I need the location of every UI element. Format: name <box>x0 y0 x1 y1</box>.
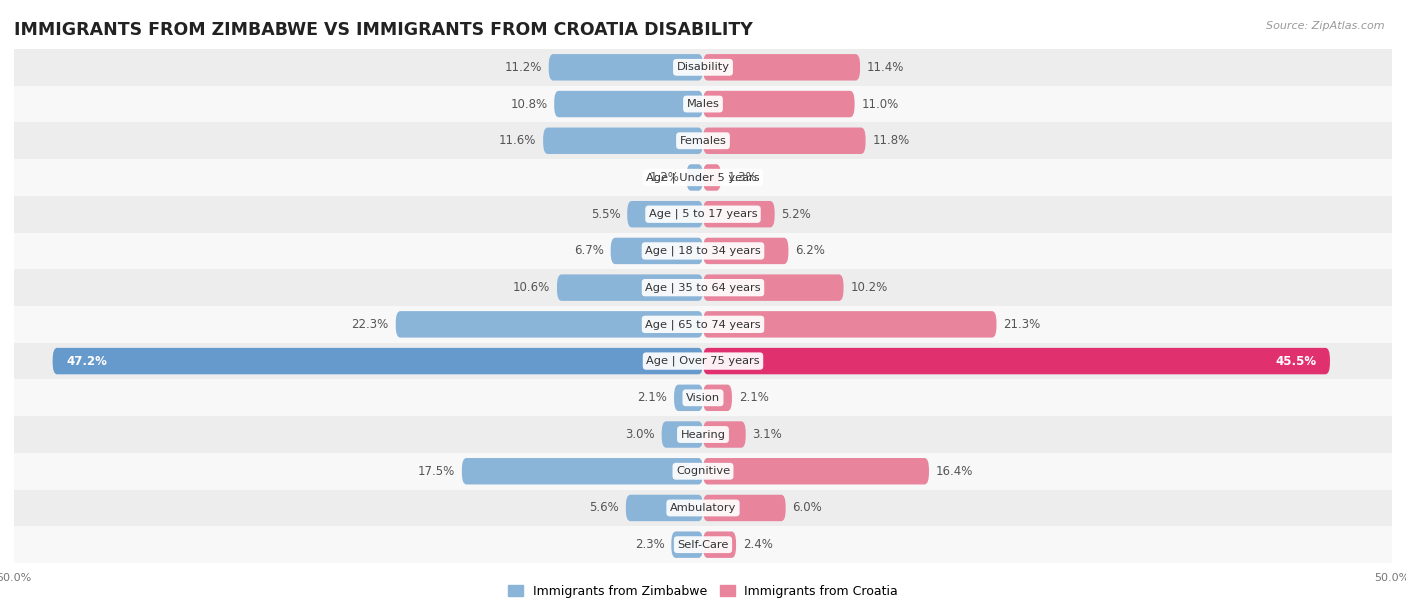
FancyBboxPatch shape <box>703 311 997 338</box>
Bar <box>14 159 1392 196</box>
Text: Age | 35 to 64 years: Age | 35 to 64 years <box>645 282 761 293</box>
FancyBboxPatch shape <box>554 91 703 118</box>
FancyBboxPatch shape <box>543 127 703 154</box>
Text: 11.8%: 11.8% <box>873 134 910 147</box>
Text: Cognitive: Cognitive <box>676 466 730 476</box>
Text: 16.4%: 16.4% <box>936 465 973 478</box>
Text: 2.4%: 2.4% <box>742 538 773 551</box>
Text: 5.2%: 5.2% <box>782 207 811 221</box>
Text: 11.4%: 11.4% <box>868 61 904 74</box>
FancyBboxPatch shape <box>703 127 866 154</box>
Text: 6.2%: 6.2% <box>796 244 825 258</box>
Text: 1.3%: 1.3% <box>728 171 758 184</box>
Text: 47.2%: 47.2% <box>66 354 107 368</box>
FancyBboxPatch shape <box>548 54 703 81</box>
Bar <box>14 379 1392 416</box>
Text: Source: ZipAtlas.com: Source: ZipAtlas.com <box>1267 21 1385 31</box>
FancyBboxPatch shape <box>703 164 721 191</box>
FancyBboxPatch shape <box>610 237 703 264</box>
FancyBboxPatch shape <box>52 348 703 375</box>
FancyBboxPatch shape <box>703 494 786 521</box>
Bar <box>14 233 1392 269</box>
Bar <box>14 122 1392 159</box>
FancyBboxPatch shape <box>671 531 703 558</box>
Bar <box>14 269 1392 306</box>
FancyBboxPatch shape <box>703 531 737 558</box>
FancyBboxPatch shape <box>703 91 855 118</box>
Text: Age | 65 to 74 years: Age | 65 to 74 years <box>645 319 761 330</box>
Text: IMMIGRANTS FROM ZIMBABWE VS IMMIGRANTS FROM CROATIA DISABILITY: IMMIGRANTS FROM ZIMBABWE VS IMMIGRANTS F… <box>14 21 752 39</box>
Text: Females: Females <box>679 136 727 146</box>
Bar <box>14 453 1392 490</box>
Text: Vision: Vision <box>686 393 720 403</box>
FancyBboxPatch shape <box>703 237 789 264</box>
Text: 2.1%: 2.1% <box>637 391 668 405</box>
Text: Age | 5 to 17 years: Age | 5 to 17 years <box>648 209 758 220</box>
FancyBboxPatch shape <box>703 421 745 448</box>
Bar <box>14 526 1392 563</box>
FancyBboxPatch shape <box>461 458 703 485</box>
FancyBboxPatch shape <box>627 201 703 228</box>
Text: 2.1%: 2.1% <box>738 391 769 405</box>
FancyBboxPatch shape <box>703 274 844 301</box>
FancyBboxPatch shape <box>703 201 775 228</box>
FancyBboxPatch shape <box>703 348 1330 375</box>
FancyBboxPatch shape <box>626 494 703 521</box>
Bar <box>14 490 1392 526</box>
Text: 45.5%: 45.5% <box>1275 354 1316 368</box>
Text: 22.3%: 22.3% <box>352 318 389 331</box>
FancyBboxPatch shape <box>703 458 929 485</box>
Text: 6.7%: 6.7% <box>574 244 603 258</box>
Text: 10.8%: 10.8% <box>510 97 547 111</box>
Text: 5.5%: 5.5% <box>591 207 620 221</box>
Text: 3.1%: 3.1% <box>752 428 782 441</box>
Text: Ambulatory: Ambulatory <box>669 503 737 513</box>
Text: 11.2%: 11.2% <box>505 61 541 74</box>
Text: 11.0%: 11.0% <box>862 97 898 111</box>
Text: Hearing: Hearing <box>681 430 725 439</box>
Text: 2.3%: 2.3% <box>634 538 665 551</box>
Text: 10.6%: 10.6% <box>513 281 550 294</box>
FancyBboxPatch shape <box>557 274 703 301</box>
FancyBboxPatch shape <box>673 384 703 411</box>
Text: 10.2%: 10.2% <box>851 281 887 294</box>
FancyBboxPatch shape <box>703 54 860 81</box>
Text: 1.2%: 1.2% <box>650 171 679 184</box>
Text: 17.5%: 17.5% <box>418 465 456 478</box>
Text: 21.3%: 21.3% <box>1004 318 1040 331</box>
Text: Males: Males <box>686 99 720 109</box>
Bar <box>14 49 1392 86</box>
Text: 6.0%: 6.0% <box>793 501 823 515</box>
Text: 11.6%: 11.6% <box>499 134 536 147</box>
Bar <box>14 306 1392 343</box>
FancyBboxPatch shape <box>686 164 703 191</box>
Text: Age | 18 to 34 years: Age | 18 to 34 years <box>645 245 761 256</box>
Text: 5.6%: 5.6% <box>589 501 619 515</box>
Legend: Immigrants from Zimbabwe, Immigrants from Croatia: Immigrants from Zimbabwe, Immigrants fro… <box>503 580 903 603</box>
Bar <box>14 416 1392 453</box>
FancyBboxPatch shape <box>662 421 703 448</box>
Bar <box>14 343 1392 379</box>
Text: Disability: Disability <box>676 62 730 72</box>
Text: Self-Care: Self-Care <box>678 540 728 550</box>
Text: Age | Under 5 years: Age | Under 5 years <box>647 172 759 183</box>
Bar <box>14 196 1392 233</box>
FancyBboxPatch shape <box>395 311 703 338</box>
FancyBboxPatch shape <box>703 384 733 411</box>
Text: 3.0%: 3.0% <box>626 428 655 441</box>
Bar <box>14 86 1392 122</box>
Text: Age | Over 75 years: Age | Over 75 years <box>647 356 759 367</box>
